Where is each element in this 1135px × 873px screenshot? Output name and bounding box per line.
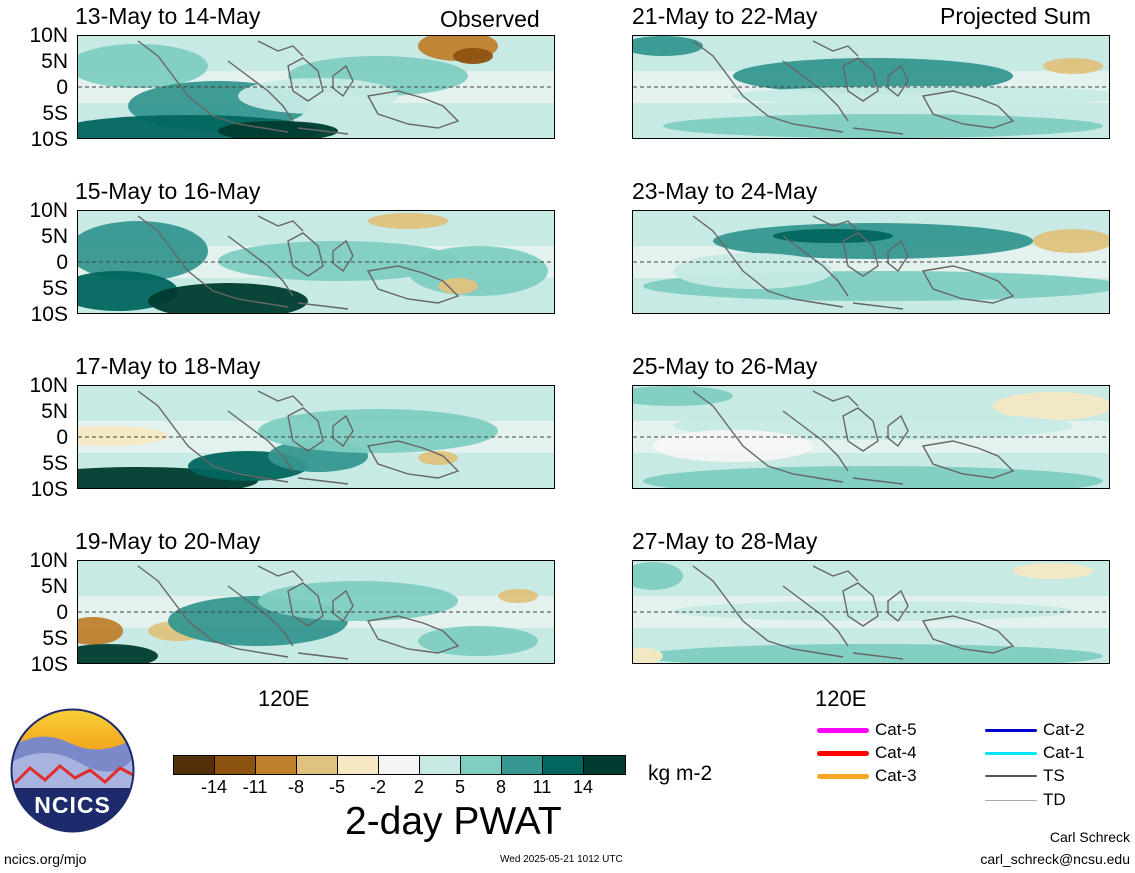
colorbar-tick-label: -11	[242, 777, 268, 797]
map-panel-observed-2	[77, 210, 555, 314]
lat-label: 0	[56, 251, 68, 274]
colorbar-swatch	[297, 756, 338, 774]
lon-label-right: 120E	[815, 686, 867, 711]
panel-title-right-4: 27-May to 28-May	[632, 528, 818, 554]
legend-swatch	[985, 751, 1037, 755]
colorbar-tick-label: 8	[495, 777, 507, 797]
legend-label: Cat-3	[875, 766, 917, 785]
legend-row-ts: TS	[985, 766, 1065, 786]
lat-label: 10S	[30, 303, 68, 326]
colorbar-tick-label: 14	[572, 777, 594, 797]
legend-swatch	[817, 773, 869, 779]
colorbar-swatch	[420, 756, 461, 774]
lat-label: 5S	[42, 277, 68, 300]
lat-label: 5S	[42, 452, 68, 475]
legend-label: Cat-4	[875, 743, 917, 762]
legend-row-td: TD	[985, 790, 1066, 810]
panel-title-left-4: 19-May to 20-May	[75, 528, 261, 554]
lat-label: 10S	[30, 128, 68, 151]
colorbar-units: kg m-2	[648, 762, 713, 785]
legend-row-cat3: Cat-3	[817, 766, 917, 786]
footer-timestamp: Wed 2025-05-21 1012 UTC	[500, 854, 623, 865]
lat-label: 10N	[29, 24, 68, 47]
lat-label: 5N	[41, 50, 68, 73]
colorbar-swatch	[174, 756, 215, 774]
lat-label: 0	[56, 426, 68, 449]
lat-label: 5S	[42, 102, 68, 125]
legend-label: Cat-1	[1043, 743, 1085, 762]
colorbar-tick-label: -8	[287, 777, 305, 797]
panel-title-right-1: 21-May to 22-May	[632, 3, 818, 29]
legend-row-cat4: Cat-4	[817, 743, 917, 763]
legend-row-cat1: Cat-1	[985, 743, 1085, 763]
legend-label: TD	[1043, 790, 1066, 809]
lat-label: 10S	[30, 653, 68, 676]
colorbar-swatch	[379, 756, 420, 774]
colorbar	[173, 755, 626, 775]
colorbar-swatch	[215, 756, 256, 774]
colorbar-swatch	[543, 756, 584, 774]
map-panel-observed-3	[77, 385, 555, 489]
panel-title-left-3: 17-May to 18-May	[75, 353, 261, 379]
colorbar-swatch	[461, 756, 502, 774]
map-panel-projected-4	[632, 560, 1110, 664]
panel-title-right-3: 25-May to 26-May	[632, 353, 818, 379]
observed-label: Observed	[440, 6, 540, 32]
legend-label: Cat-2	[1043, 720, 1085, 739]
panel-title-right-2: 23-May to 24-May	[632, 178, 818, 204]
colorbar-swatch	[256, 756, 297, 774]
lat-label: 5N	[41, 400, 68, 423]
map-panel-observed-1	[77, 35, 555, 139]
colorbar-tick-label: 5	[454, 777, 466, 797]
lat-label: 5N	[41, 575, 68, 598]
footer-url[interactable]: ncics.org/mjo	[4, 851, 87, 867]
legend-swatch	[985, 728, 1037, 732]
colorbar-title: 2-day PWAT	[345, 800, 562, 843]
lat-label: 5S	[42, 627, 68, 650]
lat-label: 0	[56, 601, 68, 624]
lat-label: 10N	[29, 199, 68, 222]
lat-label: 0	[56, 76, 68, 99]
panel-title-left-2: 15-May to 16-May	[75, 178, 261, 204]
colorbar-tick-label: -14	[200, 777, 228, 797]
map-panel-observed-4	[77, 560, 555, 664]
colorbar-swatch	[502, 756, 543, 774]
legend-swatch	[985, 799, 1037, 801]
colorbar-tick-label: -2	[369, 777, 387, 797]
lat-label: 10N	[29, 549, 68, 572]
logo-text: NCICS	[34, 792, 111, 818]
legend-row-cat2: Cat-2	[985, 720, 1085, 740]
colorbar-swatch	[338, 756, 379, 774]
legend-swatch	[985, 775, 1037, 777]
colorbar-tick-label: 11	[532, 777, 552, 797]
lat-label: 5N	[41, 225, 68, 248]
map-panel-projected-3	[632, 385, 1110, 489]
colorbar-tick-label: 2	[413, 777, 425, 797]
footer-author: Carl Schreck	[1049, 829, 1130, 845]
legend-row-cat5: Cat-5	[817, 720, 917, 740]
lat-label: 10S	[30, 478, 68, 501]
colorbar-tick-label: -5	[328, 777, 346, 797]
legend-label: Cat-5	[875, 720, 917, 739]
legend-swatch	[817, 750, 869, 756]
colorbar-swatch	[584, 756, 625, 774]
projected-label: Projected Sum	[940, 3, 1091, 29]
legend-swatch	[817, 727, 869, 733]
lon-label-left: 120E	[258, 686, 310, 711]
lat-label: 10N	[29, 374, 68, 397]
ncics-logo: NCICS	[10, 708, 135, 833]
footer-email[interactable]: carl_schreck@ncsu.edu	[980, 851, 1130, 867]
legend-label: TS	[1043, 766, 1065, 785]
map-panel-projected-2	[632, 210, 1110, 314]
panel-title-left-1: 13-May to 14-May	[75, 3, 261, 29]
map-panel-projected-1	[632, 35, 1110, 139]
